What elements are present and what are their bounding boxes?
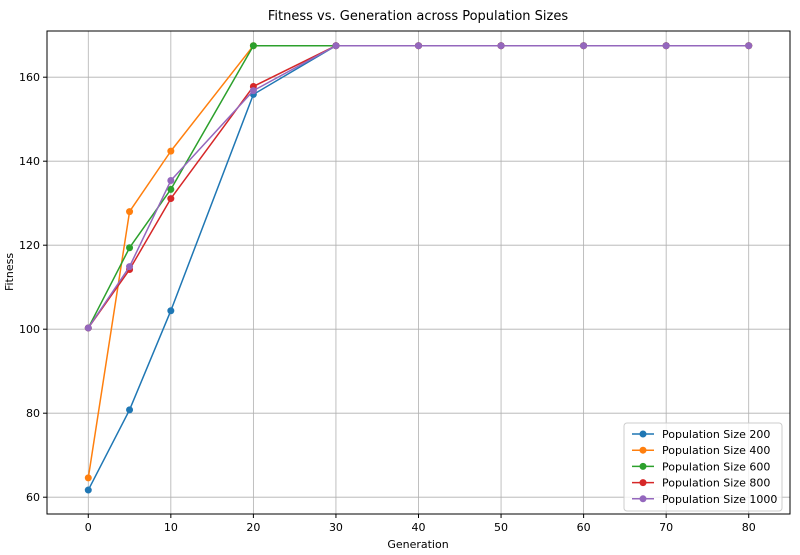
x-tick-label: 40: [412, 521, 426, 534]
y-tick-label: 160: [19, 71, 40, 84]
legend-item: Population Size 1000: [632, 493, 777, 506]
legend-item: Population Size 600: [632, 460, 770, 473]
legend-marker: [639, 462, 647, 470]
legend-item: Population Size 800: [632, 477, 770, 490]
x-tick-label: 70: [659, 521, 673, 534]
data-point: [167, 195, 175, 203]
data-point: [167, 185, 175, 193]
y-tick-label: 120: [19, 239, 40, 252]
y-axis-label: Fitness: [3, 253, 16, 291]
y-tick-label: 140: [19, 155, 40, 168]
data-point: [332, 42, 340, 50]
data-point: [167, 177, 175, 185]
data-point: [249, 87, 257, 95]
x-tick-label: 60: [577, 521, 591, 534]
x-tick-label: 10: [164, 521, 178, 534]
legend-marker: [639, 495, 647, 503]
legend-marker: [639, 446, 647, 454]
data-point: [84, 486, 92, 494]
data-point: [662, 42, 670, 50]
legend-box: [623, 422, 783, 512]
x-tick-label: 30: [329, 521, 343, 534]
data-point: [126, 208, 134, 216]
data-point: [497, 42, 505, 50]
legend-label: Population Size 200: [662, 428, 770, 441]
data-point: [580, 42, 588, 50]
x-tick-label: 80: [742, 521, 756, 534]
data-point: [745, 42, 753, 50]
legend-label: Population Size 800: [662, 477, 770, 490]
data-point: [126, 244, 134, 252]
legend-marker: [639, 479, 647, 487]
legend: Population Size 200 Population Size 400 Po…: [623, 422, 783, 512]
legend-item: Population Size 200: [632, 428, 770, 441]
series-layer: [84, 42, 753, 494]
legend-label: Population Size 1000: [662, 493, 777, 506]
y-tick-label: 80: [26, 407, 40, 420]
data-point: [167, 307, 175, 315]
x-tick-label: 0: [85, 521, 92, 534]
axis-ticks: 0 10 20 30 40 50 60 70 80 60 80 100 120 140 160: [19, 71, 756, 534]
legend-label: Population Size 400: [662, 444, 770, 457]
data-point: [126, 263, 134, 271]
chart-title: Fitness vs. Generation across Population…: [268, 9, 568, 24]
legend-label: Population Size 600: [662, 460, 770, 473]
data-point: [249, 42, 257, 50]
data-point: [84, 324, 92, 332]
legend-item: Population Size 400: [632, 444, 770, 457]
y-tick-label: 60: [26, 491, 40, 504]
data-point: [167, 147, 175, 155]
x-tick-label: 50: [494, 521, 508, 534]
series-5: [84, 42, 753, 332]
x-axis-label: Generation: [387, 538, 448, 551]
series-line: [87, 44, 749, 329]
x-tick-label: 20: [246, 521, 260, 534]
y-tick-label: 100: [19, 323, 40, 336]
data-point: [126, 406, 134, 414]
grid: [47, 31, 790, 514]
data-point: [415, 42, 422, 50]
data-point: [84, 474, 92, 482]
legend-marker: [639, 430, 647, 438]
